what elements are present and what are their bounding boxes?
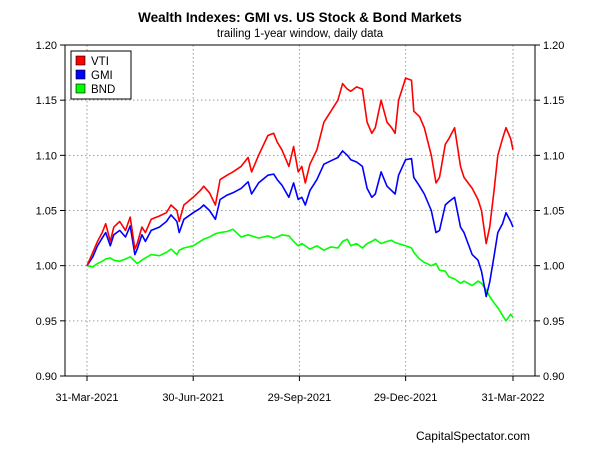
legend-swatch-bnd	[75, 83, 86, 94]
series-lines	[86, 77, 514, 322]
x-tick-label: 31-Mar-2022	[482, 392, 545, 404]
y-tick-label-left: 1.05	[36, 206, 57, 218]
y-tick-label-right: 1.15	[543, 95, 564, 107]
y-tick-label-left: 1.20	[36, 40, 57, 52]
axes: 31-Mar-2021 30-Jun-2021 29-Sep-2021 29-Dec-…	[36, 40, 565, 404]
series-line-gmi	[86, 150, 514, 298]
x-tick-label: 31-Mar-2021	[56, 392, 119, 404]
plot-border	[64, 44, 536, 377]
y-tick-label-left: 0.95	[36, 316, 57, 328]
y-tick-label-right: 1.00	[543, 261, 564, 273]
y-tick-label-right: 0.90	[543, 371, 564, 383]
gridlines	[65, 44, 535, 377]
y-tick-label-right: 0.95	[543, 316, 564, 328]
legend-swatch-vti	[75, 55, 86, 66]
x-tick-label: 29-Sep-2021	[268, 392, 332, 404]
chart-subtitle: trailing 1-year window, daily data	[217, 28, 384, 40]
y-tick-label-right: 1.05	[543, 206, 564, 218]
y-tick-label-right: 1.20	[543, 40, 564, 52]
legend-swatch-gmi	[75, 69, 86, 80]
y-tick-label-left: 0.90	[36, 371, 57, 383]
legend-label-bnd: BND	[91, 84, 115, 96]
series-line-bnd	[86, 228, 514, 322]
series-line-vti	[86, 77, 514, 267]
y-tick-label-left: 1.15	[36, 95, 57, 107]
credit-text: CapitalSpectator.com	[416, 429, 530, 443]
x-tick-label: 30-Jun-2021	[162, 392, 224, 404]
x-tick-label: 29-Dec-2021	[374, 392, 438, 404]
legend-label-gmi: GMI	[91, 70, 113, 82]
legend-label-vti: VTI	[91, 56, 109, 68]
y-tick-label-left: 1.10	[36, 150, 57, 162]
y-tick-label-left: 1.00	[36, 261, 57, 273]
y-tick-label-right: 1.10	[543, 150, 564, 162]
chart-title: Wealth Indexes: GMI vs. US Stock & Bond …	[138, 10, 462, 25]
legend: VTI GMI BND	[70, 50, 132, 100]
